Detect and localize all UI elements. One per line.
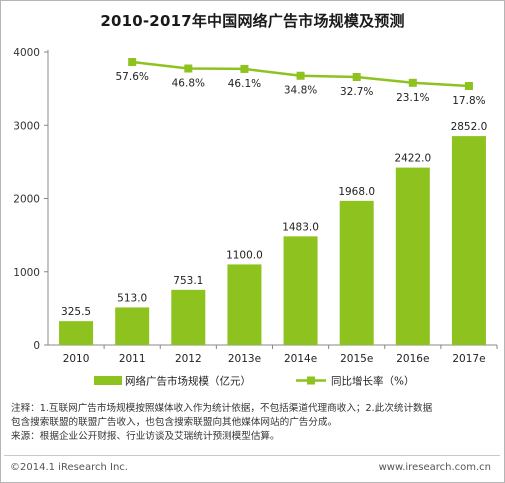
bar-value-label: 2422.0 [394,153,431,165]
growth-point-2016e [408,78,417,87]
growth-point-2013e [240,64,249,73]
legend-bar-label: 网络广告市场规模（亿元） [125,375,251,388]
x-tick-label: 2013e [228,353,261,365]
chart-title: 2010-2017年中国网络广告市场规模及预测 [100,12,405,30]
growth-point-2014e [296,71,305,80]
bar-2017e [451,136,486,345]
x-tick-label: 2016e [396,353,429,365]
growth-rate-label: 17.8% [452,95,485,107]
bar-2010 [59,321,94,345]
growth-point-2015e [352,73,361,82]
legend-line-label: 同比增长率（%） [331,375,414,388]
y-tick-label: 2000 [13,194,40,206]
x-tick-label: 2010 [63,353,90,365]
bar-2013e [227,264,262,345]
x-tick-label: 2012 [175,353,202,365]
note-line-2: 包含搜索联盟的联盟广告收入，也包含搜索联盟向其他媒体网站的广告分成。 [11,417,338,428]
bar-2011 [115,307,150,345]
chart-notes: 注释：1.互联网广告市场规模按照媒体收入作为统计依据，不包括渠道代理商收入；2.… [11,402,497,444]
growth-rate-label: 23.1% [396,92,429,104]
x-tick-label: 2011 [119,353,146,365]
bar-value-label: 1968.0 [338,186,375,198]
note-source: 来源：根据企业公开财报、行业访谈及艾瑞统计预测模型估算。 [11,431,280,442]
bar-value-label: 1100.0 [226,249,263,261]
x-tick-label: 2015e [340,353,373,365]
legend-bar-swatch [94,376,122,385]
bar-value-label: 2852.0 [451,121,488,133]
legend-line-marker [307,376,315,385]
x-tick-label: 2017e [452,353,485,365]
growth-rate-label: 46.1% [228,78,261,90]
bar-2015e [339,200,374,345]
footer-copyright: ©2014.1 iResearch Inc. [10,462,128,473]
x-tick-label: 2014e [284,353,317,365]
bar-value-label: 1483.0 [282,221,319,233]
bar-2016e [395,167,430,345]
y-tick-label: 4000 [13,47,40,59]
bar-value-label: 513.0 [117,292,147,304]
bar-2014e [283,236,318,345]
growth-point-2017e [464,82,473,90]
footer-divider [4,455,500,456]
bar-value-label: 753.1 [173,275,203,287]
growth-rate-label: 57.6% [116,71,149,83]
growth-rate-label: 32.7% [340,86,373,98]
bar-value-label: 325.5 [61,306,91,318]
growth-point-2012 [184,64,193,73]
growth-rate-label: 46.8% [172,78,205,90]
bar-2012 [171,289,206,345]
growth-rate-label: 34.8% [284,85,317,97]
growth-point-2011 [128,58,137,66]
y-tick-label: 1000 [13,267,40,279]
y-tick-label: 0 [33,340,40,352]
chart-canvas: 0 1000 2000 3000 4000 325.5 2010 513.0 2011 753.1… [13,47,498,388]
footer-url: www.iresearch.com.cn [378,462,491,473]
y-tick-label: 3000 [13,120,40,132]
note-line-1: 注释：1.互联网广告市场规模按照媒体收入作为统计依据，不包括渠道代理商收入；2.… [11,403,433,414]
